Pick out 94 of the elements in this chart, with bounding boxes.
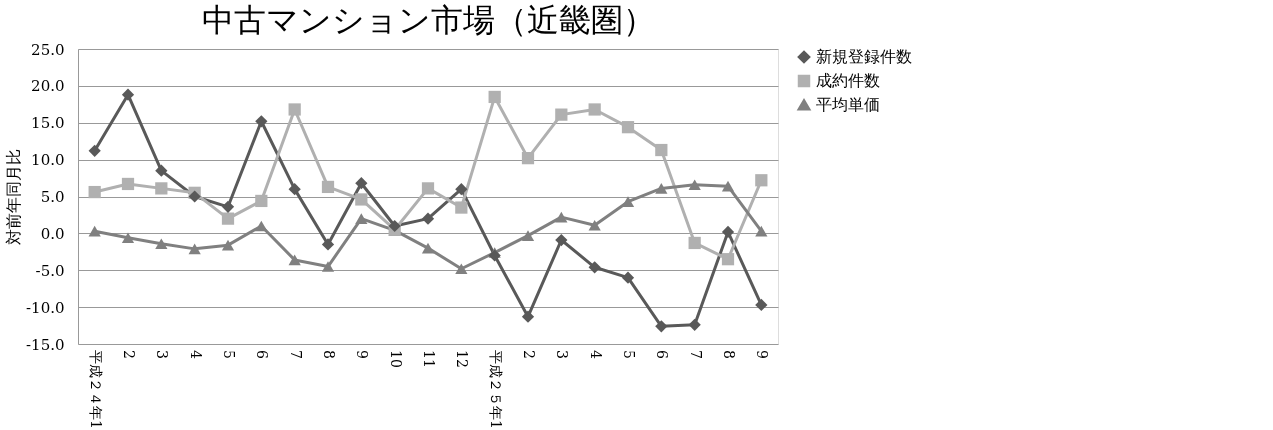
y-tick-label: -10.0	[26, 298, 65, 317]
point	[588, 103, 601, 116]
point	[555, 233, 568, 247]
point	[755, 174, 768, 187]
chart-title: 中古マンション市場（近畿圏）	[201, 1, 655, 39]
point	[521, 310, 535, 323]
point	[88, 144, 101, 157]
point	[121, 177, 135, 191]
point	[655, 320, 668, 333]
y-tick-label: 20.0	[31, 77, 65, 96]
point	[255, 220, 268, 232]
point	[255, 194, 268, 208]
point	[421, 182, 435, 195]
x-tick-label: 4	[587, 350, 604, 359]
y-axis-title: 対前年同月比	[4, 149, 24, 245]
x-tick-label: 8	[721, 350, 737, 359]
x-tick-label: 平成２４年1	[87, 350, 104, 429]
x-tick-label: 7	[687, 350, 704, 359]
point	[721, 225, 735, 239]
point	[655, 183, 668, 194]
point	[721, 180, 735, 192]
point	[555, 211, 568, 223]
point	[88, 185, 101, 199]
x-tick-label: 2	[521, 350, 537, 359]
point	[455, 183, 468, 196]
point	[621, 271, 635, 284]
point	[655, 143, 668, 157]
point	[355, 213, 368, 224]
point	[688, 179, 701, 190]
point	[588, 219, 601, 231]
point	[188, 190, 201, 203]
x-tick-label: 5	[221, 350, 237, 359]
x-tick-label: 12	[454, 350, 471, 368]
point	[688, 318, 701, 331]
point	[488, 90, 501, 104]
x-tick-label: 3	[554, 350, 571, 359]
point	[155, 182, 168, 195]
point	[288, 103, 301, 116]
point	[555, 108, 568, 121]
point	[321, 261, 335, 272]
point	[121, 232, 135, 244]
x-tick-label: 10	[387, 350, 404, 368]
x-tick-label: 8	[321, 350, 337, 359]
y-tick-label: 5.0	[40, 188, 65, 206]
y-tick-label: -5.0	[35, 261, 65, 280]
x-tick-label: 平成２５年1	[487, 350, 504, 429]
point	[355, 193, 368, 206]
y-tick-label: 0.0	[40, 224, 65, 243]
y-tick-label: -15.0	[26, 335, 65, 354]
point	[421, 212, 435, 225]
x-tick-label: 2	[121, 350, 137, 359]
x-tick-label: 6	[654, 350, 671, 359]
x-tick-label: 3	[154, 350, 171, 359]
point	[188, 243, 201, 255]
x-tick-label: 9	[354, 350, 371, 359]
point	[755, 225, 768, 237]
point	[221, 239, 235, 251]
x-tick-label: 9	[754, 350, 771, 359]
point	[321, 238, 335, 251]
y-tick-label: 25.0	[31, 40, 65, 59]
legend-label: 成約件数	[816, 71, 880, 90]
point	[355, 177, 368, 190]
point	[155, 238, 168, 249]
point	[621, 196, 635, 207]
point	[221, 212, 235, 225]
x-tick-label: 7	[287, 350, 304, 359]
point	[588, 261, 601, 274]
point	[621, 121, 635, 134]
point	[288, 254, 301, 266]
x-tick-label: 6	[254, 350, 271, 359]
point	[121, 88, 135, 101]
point	[88, 225, 101, 237]
legend-label: 平均単価	[816, 95, 880, 114]
point	[455, 263, 468, 275]
point	[521, 230, 535, 241]
point	[755, 298, 768, 312]
y-tick-label: 10.0	[31, 151, 65, 170]
point	[388, 219, 401, 233]
x-tick-label: 11	[421, 350, 437, 368]
point	[455, 201, 468, 214]
point	[421, 242, 435, 254]
point	[321, 180, 335, 194]
y-tick-label: 15.0	[31, 114, 65, 133]
point	[488, 249, 501, 262]
legend-label: 新規登録件数	[816, 47, 912, 66]
point	[221, 200, 235, 213]
point	[688, 236, 701, 250]
point	[155, 164, 168, 177]
point	[255, 115, 268, 128]
point	[288, 183, 301, 196]
x-tick-label: 5	[621, 350, 637, 359]
point	[521, 152, 535, 165]
point	[721, 253, 735, 266]
x-tick-label: 4	[187, 350, 204, 359]
